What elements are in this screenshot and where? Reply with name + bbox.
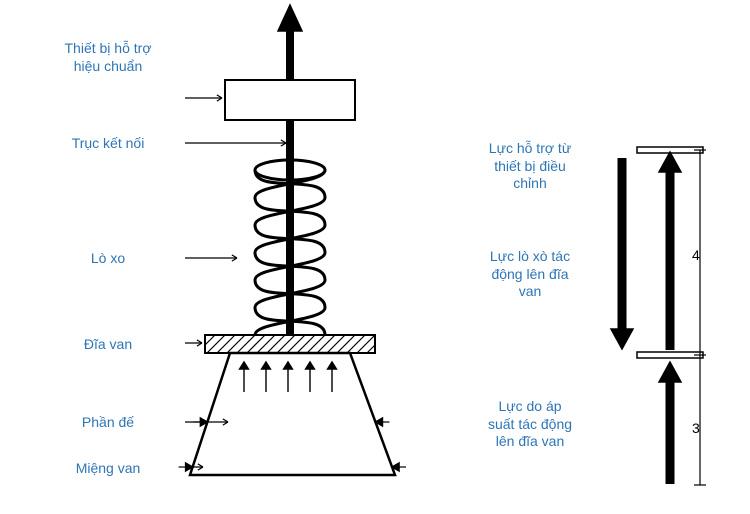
label-force-pressure: Lực do ápsuất tác độnglên đĩa van [470, 398, 590, 451]
dimension-upper: 4 [692, 247, 700, 263]
label-valve-disc: Đĩa van [38, 336, 178, 354]
label-connecting-shaft: Trục kết nối [38, 135, 178, 153]
label-calibration-support: Thiết bị hỗ trợhiệu chuẩn [38, 40, 178, 75]
dimension-lower: 3 [692, 420, 700, 436]
label-spring: Lò xo [38, 250, 178, 268]
label-force-spring: Lực lò xò tácđộng lên đĩavan [470, 248, 590, 301]
label-base: Phần đế [38, 414, 178, 432]
label-valve-mouth: Miệng van [38, 460, 178, 478]
label-force-support: Lực hỗ trợ từthiết bị điềuchỉnh [470, 140, 590, 193]
